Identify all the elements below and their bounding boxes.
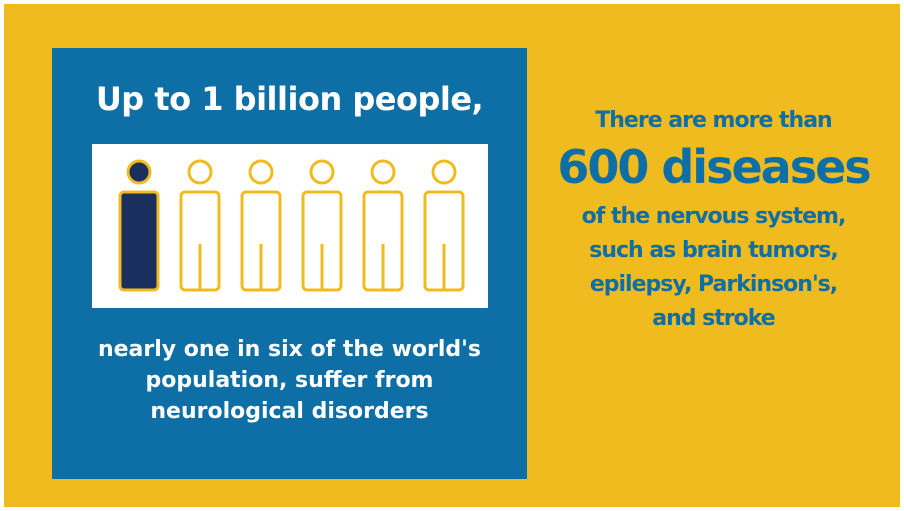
person-head [126,159,152,185]
statistic-panel: Up to 1 billion people, nearly one in si… [52,48,527,479]
infographic-background: Up to 1 billion people, nearly one in si… [4,4,900,507]
people-figures-box [92,144,488,308]
statement-intro: There are more than [595,108,832,133]
person-head [370,159,396,185]
person-figure-outline [301,159,343,292]
person-figure-outline [179,159,221,292]
people-figures-graphic [118,159,465,292]
caption-line: nearly one in six of the world's [97,337,482,362]
person-head [248,159,274,185]
person-figure-outline [240,159,282,292]
caption-line: neurological disorders [150,399,429,424]
diseases-statement: There are more than 600 diseases of the … [523,104,904,336]
person-head [309,159,335,185]
statistic-headline: Up to 1 billion people, [95,80,484,118]
person-body [118,190,160,292]
person-figure-filled [118,159,160,292]
person-figure-outline [362,159,404,292]
statement-line: such as brain tumors, [589,238,839,263]
person-figure-outline [423,159,465,292]
statistic-caption: nearly one in six of the world's populat… [52,334,527,427]
caption-line: population, suffer from [145,368,434,393]
statement-line: epilepsy, Parkinson's, [589,272,838,297]
statement-highlight: 600 diseases [557,140,871,194]
statement-line: and stroke [652,306,775,331]
statement-line: of the nervous system, [581,204,847,229]
person-head [187,159,213,185]
person-head [431,159,457,185]
